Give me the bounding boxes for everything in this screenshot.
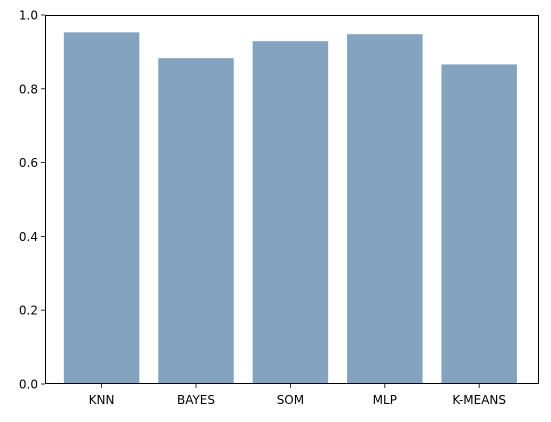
x-tick-label: K-MEANS <box>452 393 506 407</box>
y-tick-label: 0.6 <box>19 156 38 170</box>
bar-k-means <box>441 64 517 385</box>
x-axis: KNN BAYES SOM MLP K-MEANS <box>89 384 506 407</box>
y-tick-label: 1.0 <box>19 9 38 23</box>
x-tick-label: MLP <box>373 393 397 407</box>
x-tick-label: BAYES <box>177 393 215 407</box>
y-tick-label: 0.0 <box>19 378 38 392</box>
y-axis: 0.0 0.2 0.4 0.6 0.8 1.0 <box>19 9 45 392</box>
bar-bayes <box>158 58 234 384</box>
bar-knn <box>63 32 140 385</box>
x-tick-label: SOM <box>277 393 304 407</box>
bars-layer <box>63 32 517 385</box>
y-tick-label: 0.8 <box>19 82 38 96</box>
x-tick-label: KNN <box>89 393 115 407</box>
y-tick-label: 0.4 <box>19 230 38 244</box>
y-tick-label: 0.2 <box>19 304 38 318</box>
bar-som <box>252 41 329 384</box>
plot-frame <box>45 15 539 384</box>
bar-mlp <box>347 34 423 385</box>
